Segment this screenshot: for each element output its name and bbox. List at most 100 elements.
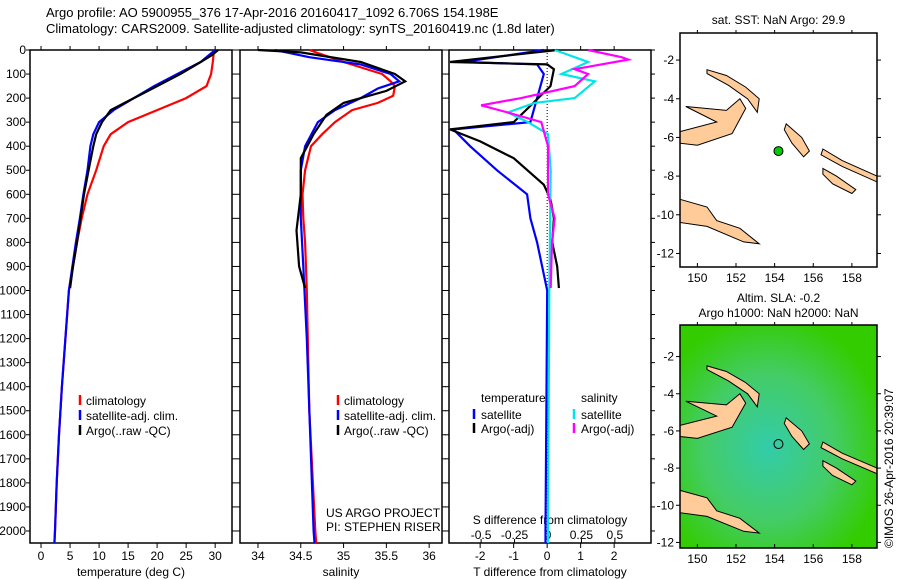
legend-label: climatology <box>86 394 146 408</box>
y-tick-label: 1400 <box>0 380 26 394</box>
profile-panel-3: -2 -1 0 1 2 T difference from climatology -0.5… <box>445 46 655 579</box>
series-line-t-satellite <box>450 48 549 543</box>
y-tick-label: 200 <box>6 91 26 105</box>
y-tick-label: 300 <box>6 115 26 129</box>
x-tick-label: -2 <box>475 549 486 563</box>
land-coastline <box>783 123 811 158</box>
x-tick-label: 34.5 <box>289 549 313 563</box>
project-annotation: US ARGO PROJECT <box>326 506 441 520</box>
lat-tick-label: -2 <box>663 53 674 67</box>
lat-tick-label: -12 <box>657 535 675 549</box>
x-tick-label: 25 <box>179 549 193 563</box>
y-tick-label: 1700 <box>0 452 26 466</box>
legend-label: Argo(-adj) <box>481 422 534 436</box>
legend-label: Argo(-adj) <box>581 422 634 436</box>
y-tick-label: 1500 <box>0 404 26 418</box>
y-tick-label: 700 <box>6 211 26 225</box>
credit-text: ©IMOS 26-Apr-2016 20:39:07 <box>882 388 896 548</box>
lon-tick-label: 150 <box>687 552 707 566</box>
x-tick-label: 0 <box>544 549 551 563</box>
pi-annotation: PI: STEPHEN RISER <box>326 520 441 534</box>
y-tick-label: 500 <box>6 163 26 177</box>
lon-tick-label: 156 <box>803 271 823 285</box>
y-tick-label: 400 <box>6 139 26 153</box>
series-line-argo-raw-qc- <box>257 48 408 289</box>
lon-tick-label: 154 <box>765 552 785 566</box>
x-axis-label: salinity <box>323 565 360 579</box>
y-tick-label: 100 <box>6 67 26 81</box>
y-tick-label: 1800 <box>0 476 26 490</box>
profile-panel-2: 34 34.5 35 35.5 36 salinity climatologysatelli… <box>236 46 446 579</box>
lat-tick-label: -8 <box>663 461 674 475</box>
land-coastline <box>706 69 760 114</box>
x-tick-label: 5 <box>67 549 74 563</box>
y-tick-label: 900 <box>6 259 26 273</box>
lon-tick-label: 150 <box>687 271 707 285</box>
x2-tick-label: 0.25 <box>570 528 594 542</box>
map-panel-2: 150 152 154 156 158 -2 -4 -6 -8 -10 -12 Altim. SLA:… <box>657 291 881 566</box>
y-tick-label: 1600 <box>0 428 26 442</box>
land-coastline <box>822 459 857 486</box>
lat-tick-label: -10 <box>657 498 675 512</box>
y-tick-label: 1200 <box>0 332 26 346</box>
lat-tick-label: -10 <box>657 208 675 222</box>
series-line-satellite-adj-clim- <box>53 49 216 544</box>
map-title-sla: Altim. SLA: -0.2 <box>737 291 821 305</box>
x-tick-label: 35 <box>337 549 351 563</box>
figure-title-line1: Argo profile: AO 5900955_376 17-Apr-2016… <box>46 5 499 20</box>
land-coastline <box>679 198 761 245</box>
x-tick-label: 34 <box>251 549 265 563</box>
series-line-climatology <box>53 49 216 544</box>
lon-tick-label: 152 <box>726 271 746 285</box>
legend-header: temperature <box>481 391 546 405</box>
x-axis-label: T difference from climatology <box>473 565 627 579</box>
lat-tick-label: -4 <box>663 92 674 106</box>
x-tick-label: 0 <box>38 549 45 563</box>
lat-tick-label: -4 <box>663 387 674 401</box>
lon-tick-label: 158 <box>842 271 862 285</box>
plot-frame <box>29 49 233 544</box>
y-tick-label: 1900 <box>0 500 26 514</box>
lat-tick-label: -8 <box>663 169 674 183</box>
y-tick-label: 800 <box>6 235 26 249</box>
float-location-marker <box>773 146 784 157</box>
land-coastline <box>783 417 811 451</box>
legend-header: salinity <box>581 391 618 405</box>
x-tick-label: 10 <box>92 549 106 563</box>
legend-label: satellite-adj. clim. <box>344 409 436 423</box>
lat-tick-label: -6 <box>663 130 674 144</box>
land-coastline <box>822 167 857 195</box>
series-line-t-argo-adj- <box>449 48 560 289</box>
lon-tick-label: 152 <box>726 552 746 566</box>
x-tick-label: 36 <box>422 549 436 563</box>
profile-panel-1: 0100200300400500600700800900100011001200… <box>0 43 236 579</box>
map-title-heights: Argo h1000: NaN h2000: NaN <box>698 306 858 320</box>
map-frame <box>679 324 878 549</box>
x-tick-label: 15 <box>121 549 135 563</box>
series-line-satellite-adj-clim- <box>274 48 402 544</box>
legend-label: satellite-adj. clim. <box>86 409 178 423</box>
series-line-climatology <box>301 48 397 544</box>
x-tick-label: 1 <box>577 549 584 563</box>
x2-tick-label: -0.25 <box>501 528 529 542</box>
lon-tick-label: 158 <box>842 552 862 566</box>
y-tick-label: 1000 <box>0 283 26 297</box>
x2-tick-label: -0.5 <box>471 528 492 542</box>
x-tick-label: 20 <box>150 549 164 563</box>
x-tick-label: 2 <box>611 549 618 563</box>
lat-tick-label: -2 <box>663 350 674 364</box>
y-tick-label: 1100 <box>0 308 26 322</box>
lat-tick-label: -6 <box>663 424 674 438</box>
legend-label: Argo(..raw -QC) <box>86 424 171 438</box>
lon-tick-label: 156 <box>803 552 823 566</box>
x2-axis-label: S difference from climatology <box>473 513 628 527</box>
float-location-marker <box>773 439 784 450</box>
x-axis-label: temperature (deg C) <box>77 565 185 579</box>
map-panel-1: 150 152 154 156 158 -2 -4 -6 -8 -10 -12 sat. SST: N… <box>657 13 881 285</box>
y-tick-label: 2000 <box>0 524 26 538</box>
legend-label: satellite <box>581 408 622 422</box>
lat-tick-label: -12 <box>657 246 675 260</box>
land-coastline <box>706 365 760 409</box>
